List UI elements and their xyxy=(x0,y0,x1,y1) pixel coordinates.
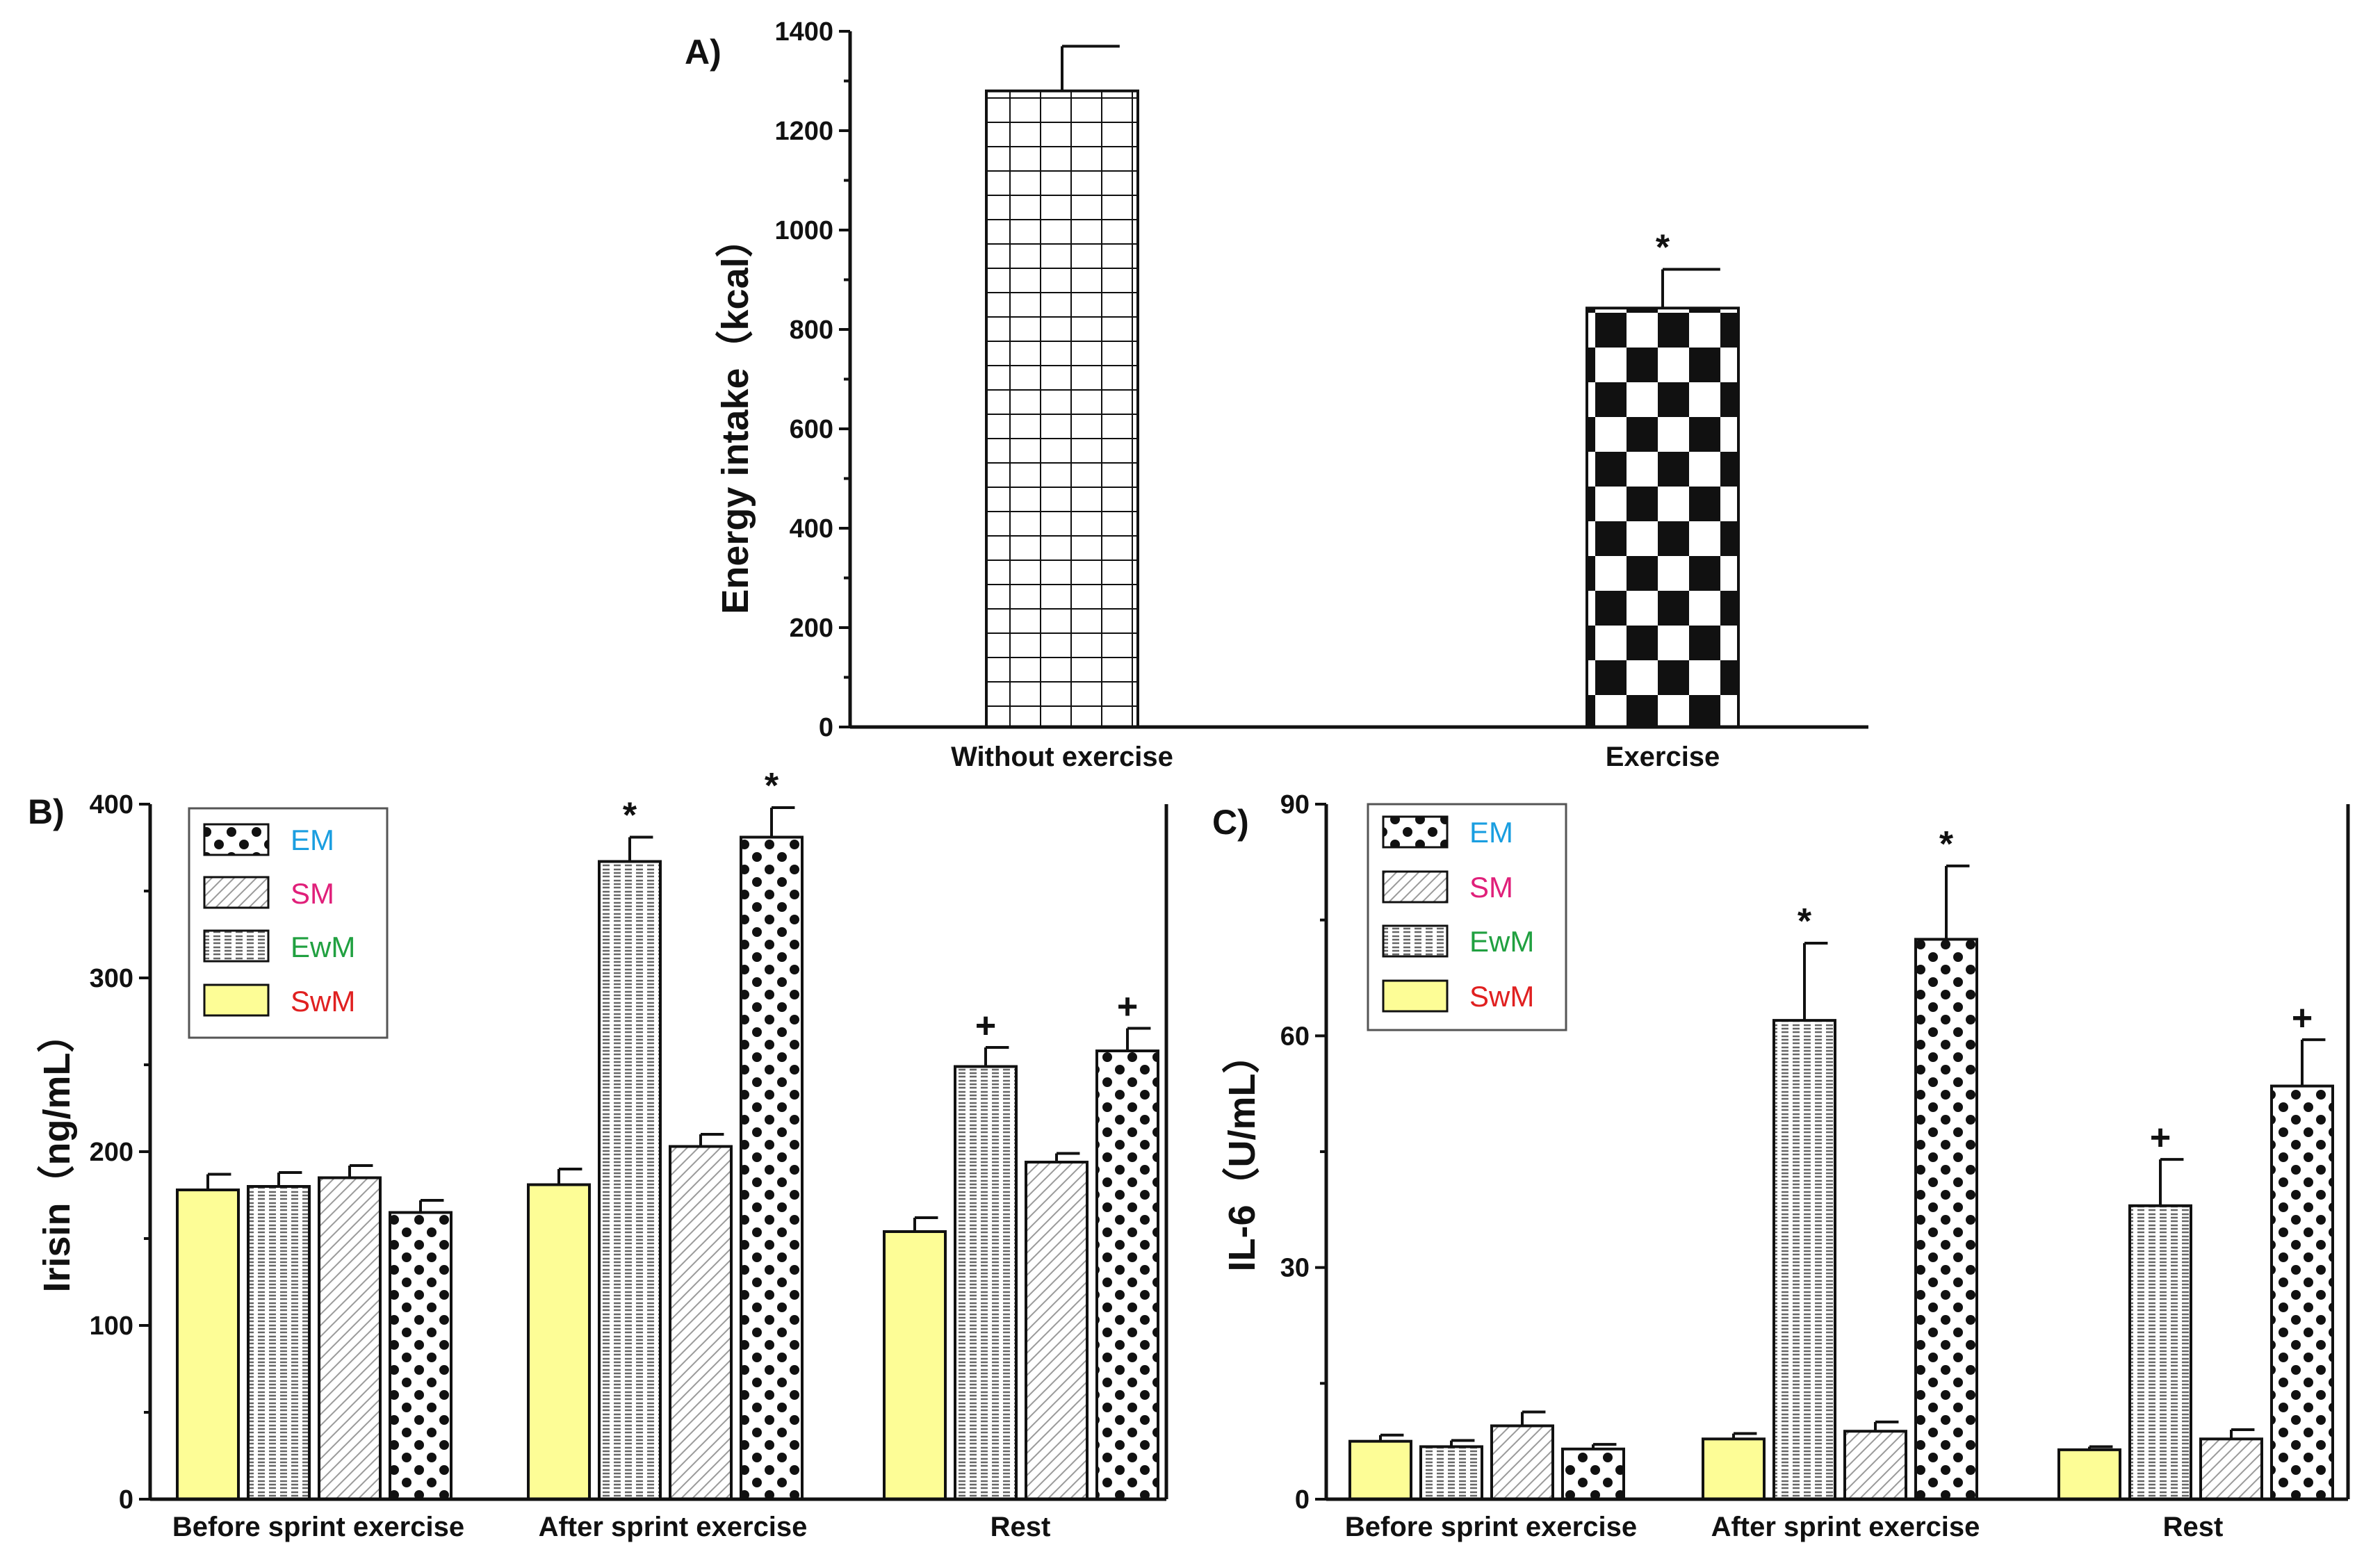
significance-mark: + xyxy=(2150,1118,2171,1158)
bar xyxy=(740,835,804,1501)
significance-mark: * xyxy=(1798,901,1812,942)
legend-swatch-ewm xyxy=(203,929,270,963)
bar xyxy=(1025,1161,1089,1501)
legend-label-swm: SwM xyxy=(1469,980,1534,1013)
bar xyxy=(176,1189,240,1501)
significance-mark: + xyxy=(975,1006,996,1046)
y-tick-label: 400 xyxy=(90,790,133,819)
y-tick-label: 60 xyxy=(1280,1022,1310,1051)
legend-swatch-em xyxy=(203,823,270,856)
significance-mark: * xyxy=(1939,824,1954,865)
legend-swatch-em xyxy=(1382,815,1449,849)
significance-mark: * xyxy=(623,796,637,836)
significance-mark: * xyxy=(1656,227,1670,268)
legend-label-sm: SM xyxy=(291,877,334,910)
y-tick-label: 300 xyxy=(90,964,133,993)
legend-swatch-sm xyxy=(1382,870,1449,904)
bar xyxy=(985,89,1139,729)
bar xyxy=(1843,1430,1907,1501)
bar xyxy=(1561,1447,1625,1501)
panel-c-y-axis-title: IL-6（U/mL） xyxy=(1221,1036,1263,1271)
bar xyxy=(527,1183,591,1501)
legend-label-ewm: EwM xyxy=(291,931,355,963)
panel-a: A) Energy intake（kcal） 0 200 400 600 800 1000… xyxy=(685,17,1868,772)
panel-c: C) IL-6（U/mL） 0 30 60 90 * * + + Before sprint… xyxy=(1212,790,2350,1542)
bar xyxy=(1702,1437,1766,1501)
y-tick-label: 30 xyxy=(1280,1254,1310,1283)
y-tick-label: 200 xyxy=(790,614,833,643)
legend-label-swm: SwM xyxy=(291,985,355,1018)
bar xyxy=(247,1185,311,1501)
panel-a-y-axis-title: Energy intake（kcal） xyxy=(715,220,756,614)
legend-swatch-sm xyxy=(203,876,270,909)
bar xyxy=(1095,1050,1159,1501)
legend-swatch-ewm xyxy=(1382,924,1449,958)
panel-b-bars: * * + + xyxy=(176,766,1159,1501)
legend-swatch-swm xyxy=(1382,979,1449,1013)
y-tick-label: 1400 xyxy=(774,17,833,47)
significance-mark: + xyxy=(1117,987,1138,1027)
bar xyxy=(2128,1204,2192,1501)
y-tick-label: 100 xyxy=(90,1312,133,1341)
panel-a-bars: * xyxy=(985,44,1740,729)
y-tick-label: 0 xyxy=(819,713,833,742)
y-tick-label: 1200 xyxy=(774,117,833,146)
bar xyxy=(318,1176,382,1501)
y-tick-label: 90 xyxy=(1280,790,1310,819)
bar xyxy=(2199,1437,2263,1501)
y-tick-label: 1000 xyxy=(774,216,833,245)
bar xyxy=(1585,307,1740,728)
panel-a-category-label: Without exercise xyxy=(951,742,1173,772)
legend-label-em: EM xyxy=(1469,816,1513,849)
y-tick-label: 800 xyxy=(790,316,833,345)
significance-mark: + xyxy=(2292,998,2313,1038)
panel-b-category-label: Before sprint exercise xyxy=(172,1512,464,1542)
bar xyxy=(1490,1424,1554,1501)
bar xyxy=(2057,1448,2121,1501)
panel-a-label: A) xyxy=(685,33,722,72)
legend-label-ewm: EwM xyxy=(1469,925,1534,958)
bar xyxy=(954,1065,1018,1501)
bar xyxy=(669,1145,733,1501)
legend-swatch-swm xyxy=(203,983,270,1017)
bar xyxy=(598,860,662,1501)
panel-b-y-ticks: 0 100 200 300 400 xyxy=(90,790,150,1514)
bar xyxy=(1419,1445,1483,1501)
bar xyxy=(1348,1439,1412,1501)
legend-label-em: EM xyxy=(291,824,334,856)
panel-b-category-label: Rest xyxy=(991,1512,1051,1542)
significance-mark: * xyxy=(765,766,779,806)
bar xyxy=(389,1211,453,1501)
panel-b-label: B) xyxy=(28,792,65,831)
panel-c-legend: EM SM EwM SwM xyxy=(1367,803,1567,1031)
y-tick-label: 0 xyxy=(1295,1485,1310,1514)
panel-b-y-axis-title: Irisin（ng/mL） xyxy=(36,1015,78,1292)
bar xyxy=(883,1230,947,1501)
panel-c-y-ticks: 0 30 60 90 xyxy=(1280,790,1326,1514)
y-tick-label: 0 xyxy=(119,1485,133,1514)
panel-b-category-label: After sprint exercise xyxy=(539,1512,808,1542)
panel-c-category-label: Rest xyxy=(2163,1512,2224,1542)
panel-a-category-label: Exercise xyxy=(1606,742,1720,772)
panel-b: B) Irisin（ng/mL） 0 100 200 300 400 * * + + Befo… xyxy=(28,766,1168,1542)
panel-c-label: C) xyxy=(1212,803,1249,842)
y-tick-label: 600 xyxy=(790,415,833,444)
y-tick-label: 400 xyxy=(790,514,833,544)
bar xyxy=(1772,1019,1836,1501)
y-tick-label: 200 xyxy=(90,1138,133,1167)
panel-c-category-label: Before sprint exercise xyxy=(1345,1512,1637,1542)
bar xyxy=(2270,1084,2334,1501)
bar xyxy=(1914,938,1978,1501)
legend-label-sm: SM xyxy=(1469,871,1513,904)
panel-c-category-label: After sprint exercise xyxy=(1711,1512,1980,1542)
panel-a-y-ticks: 0 200 400 600 800 1000 1200 1400 xyxy=(774,17,850,742)
panel-b-legend: EM SM EwM SwM xyxy=(188,807,389,1039)
